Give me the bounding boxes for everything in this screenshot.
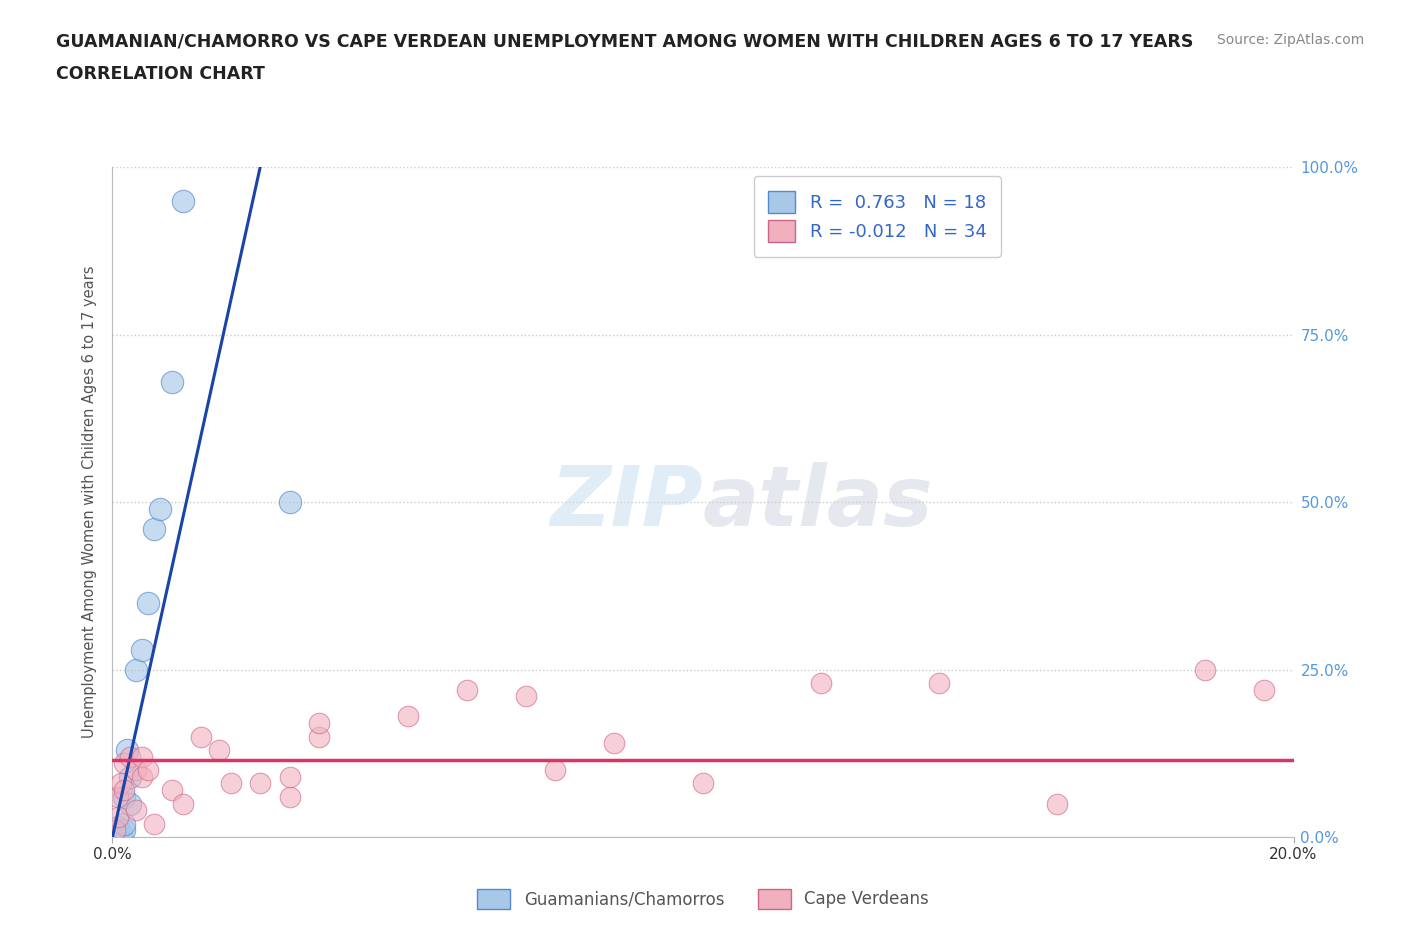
Point (107, 826, 129, 841)
Point (125, 662, 148, 677)
Point (396, 709, 419, 724)
Point (142, 522, 165, 537)
Point (308, 729, 330, 744)
Point (120, 796, 142, 811)
Point (107, 819, 129, 834)
Point (131, 642, 153, 657)
Point (160, 783, 183, 798)
Point (172, 796, 194, 811)
Point (149, 501, 172, 516)
Point (120, 769, 142, 784)
Point (125, 763, 148, 777)
Text: CORRELATION CHART: CORRELATION CHART (56, 65, 266, 83)
Point (136, 595, 159, 610)
Point (112, 756, 135, 771)
Point (515, 689, 537, 704)
Point (125, 803, 148, 817)
Point (104, 826, 127, 841)
Point (1194, 662, 1216, 677)
Point (603, 736, 626, 751)
Point (810, 675, 832, 690)
Point (219, 776, 242, 790)
Point (278, 790, 301, 804)
Point (1046, 796, 1069, 811)
Point (107, 809, 129, 824)
Point (1253, 683, 1275, 698)
Point (107, 790, 129, 804)
Point (117, 742, 138, 757)
Point (190, 729, 212, 744)
Point (131, 750, 153, 764)
Point (160, 374, 183, 389)
Point (136, 763, 159, 777)
Point (110, 826, 132, 841)
Legend: Guamanians/Chamorros, Cape Verdeans: Guamanians/Chamorros, Cape Verdeans (471, 882, 935, 916)
Point (112, 823, 135, 838)
Point (172, 193, 194, 208)
Y-axis label: Unemployment Among Women with Children Ages 6 to 17 years: Unemployment Among Women with Children A… (82, 266, 97, 738)
Text: atlas: atlas (703, 461, 934, 543)
Point (692, 776, 714, 790)
Point (112, 790, 135, 804)
Point (308, 716, 330, 731)
Point (208, 742, 231, 757)
Point (112, 783, 135, 798)
Point (120, 750, 142, 764)
Text: Source: ZipAtlas.com: Source: ZipAtlas.com (1216, 33, 1364, 46)
Point (278, 495, 301, 510)
Point (928, 675, 950, 690)
Point (142, 817, 165, 831)
Text: GUAMANIAN/CHAMORRO VS CAPE VERDEAN UNEMPLOYMENT AMONG WOMEN WITH CHILDREN AGES 6: GUAMANIAN/CHAMORRO VS CAPE VERDEAN UNEMP… (56, 33, 1194, 50)
Point (456, 683, 478, 698)
Point (110, 776, 132, 790)
Text: ZIP: ZIP (550, 461, 703, 543)
Point (249, 776, 271, 790)
Point (104, 823, 127, 838)
Point (112, 817, 135, 831)
Point (544, 763, 567, 777)
Point (131, 769, 153, 784)
Point (278, 769, 301, 784)
